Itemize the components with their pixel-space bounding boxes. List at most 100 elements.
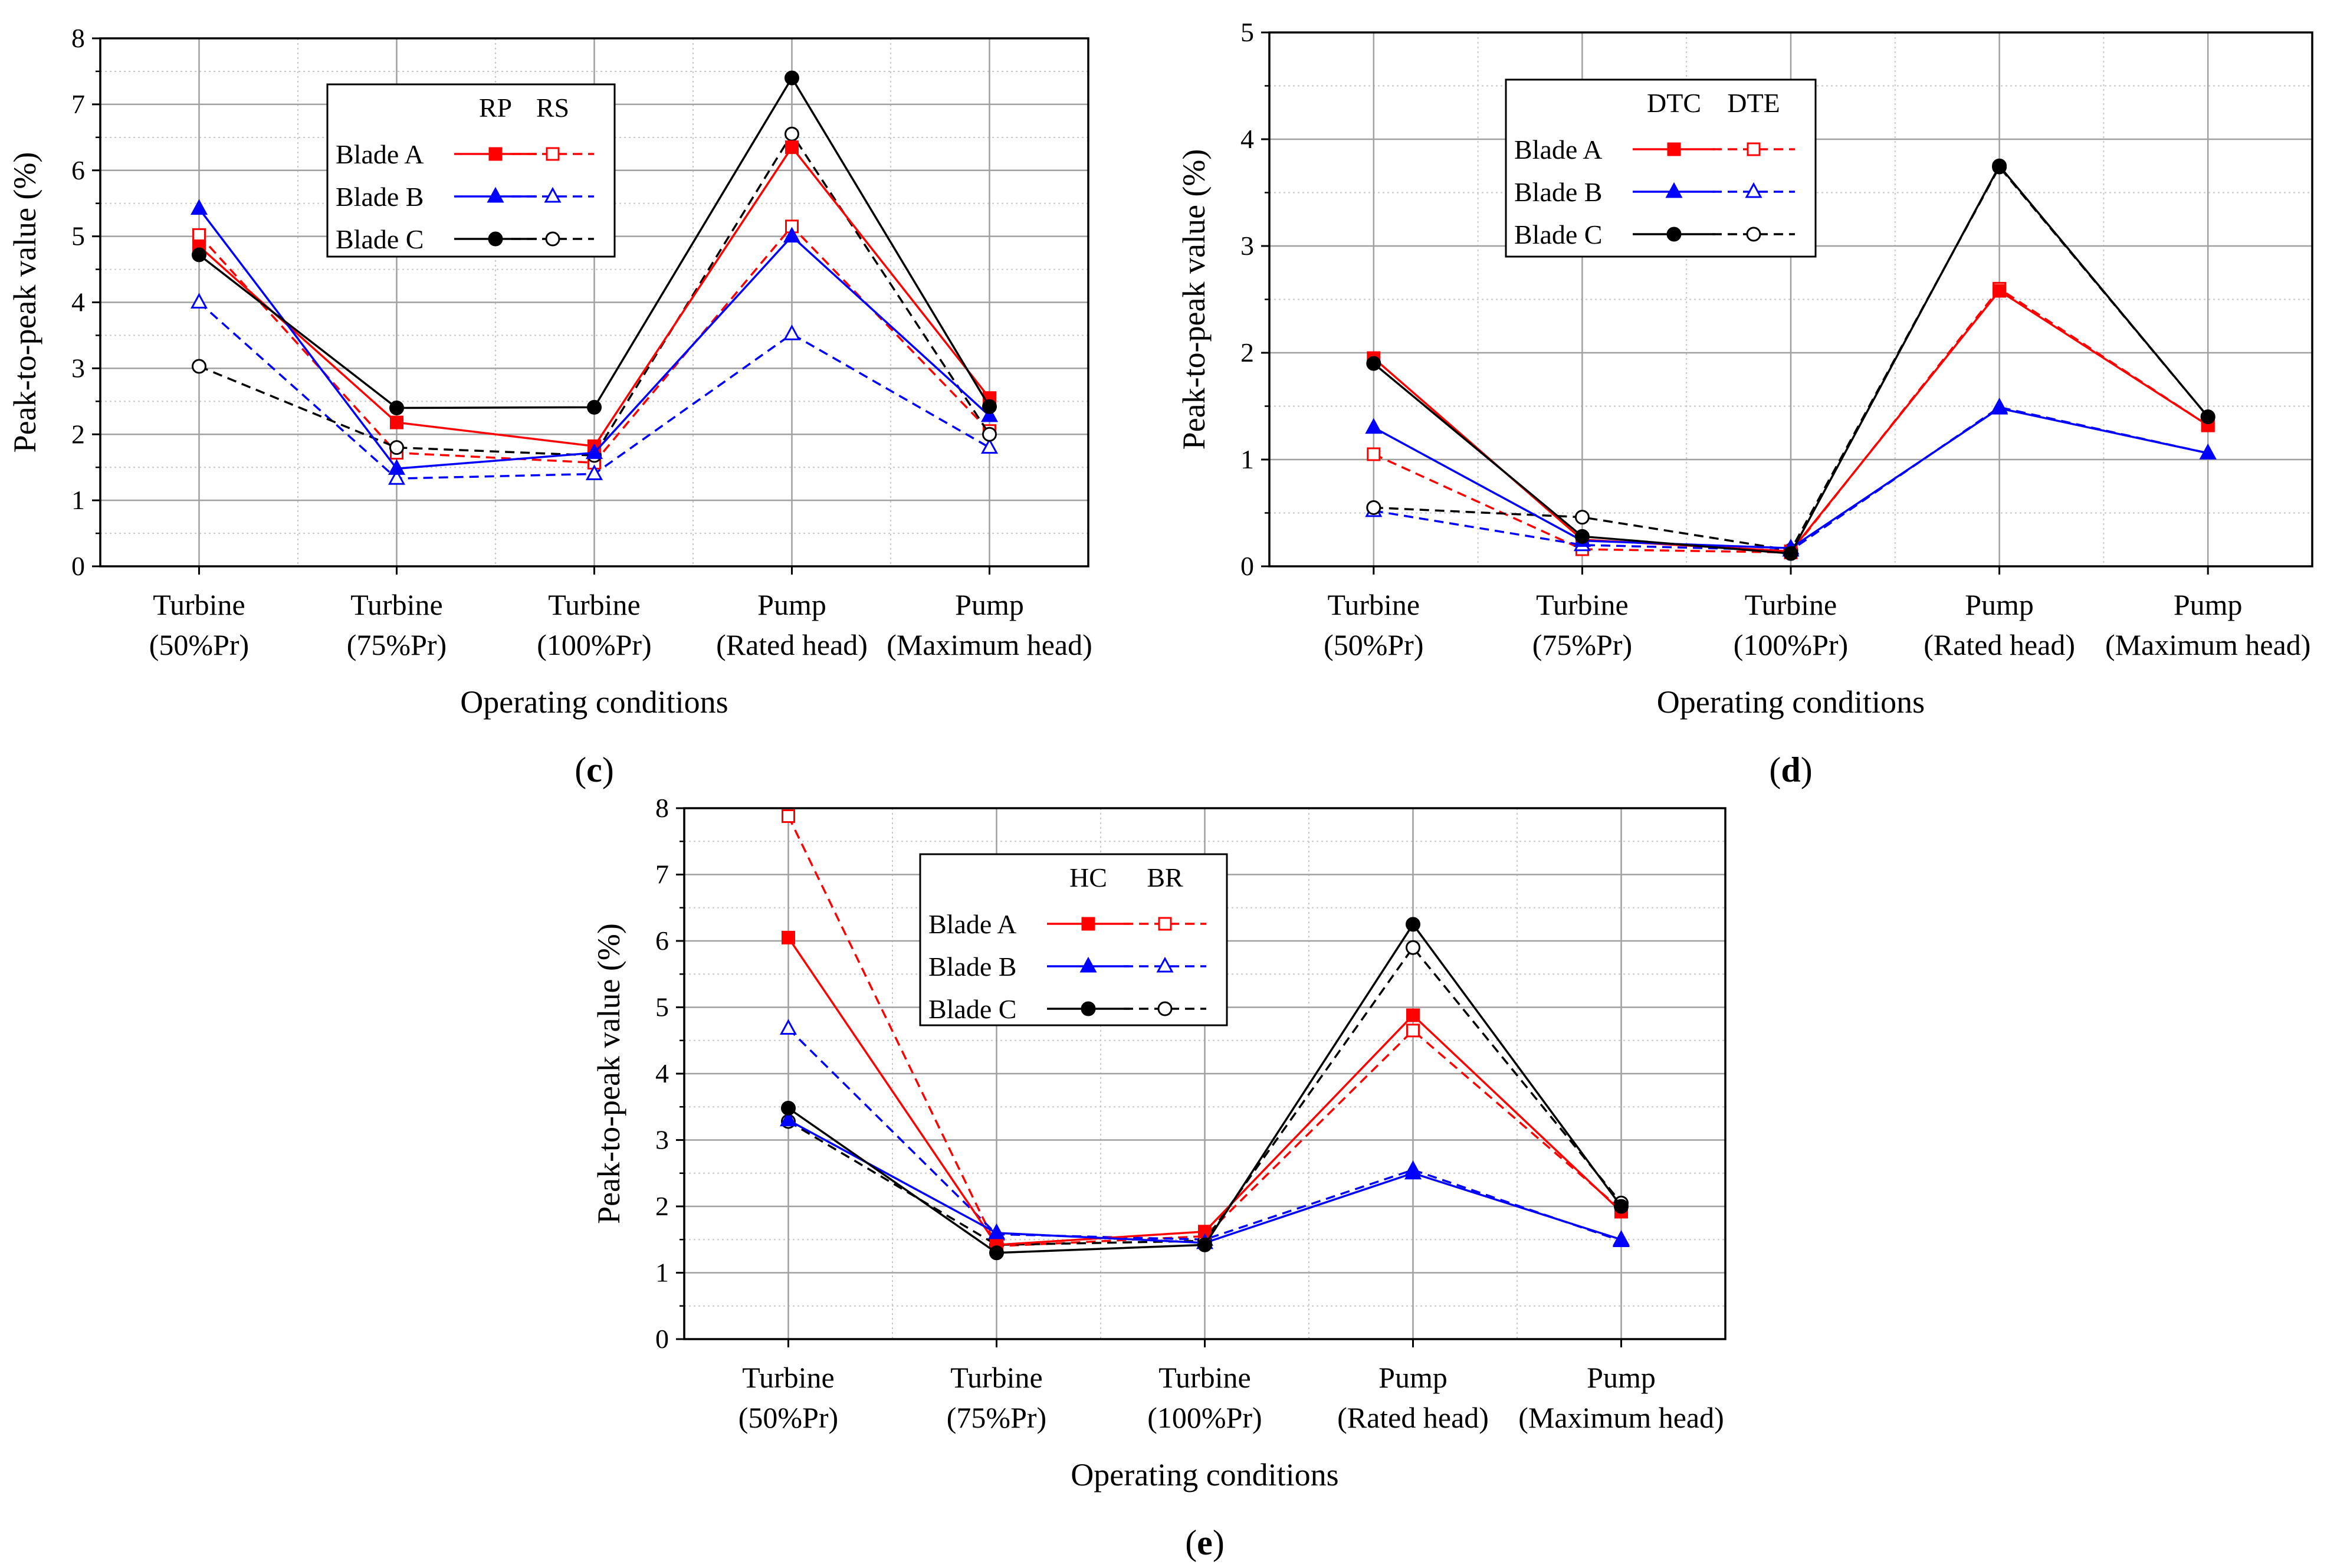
y-tick-label: 3 [71, 353, 85, 383]
data-point [980, 438, 999, 454]
legend-marker-solid [488, 231, 503, 247]
data-point [389, 440, 404, 455]
legend-box [326, 83, 616, 258]
y-axis-label: Peak-to-peak value (%) [591, 923, 626, 1224]
y-tick-label: 0 [655, 1324, 669, 1354]
y-tick-label: 8 [655, 793, 669, 823]
x-tick-label: (Rated head) [716, 628, 868, 661]
data-point [1406, 1008, 1420, 1022]
legend-label: Blade A [336, 139, 424, 169]
legend-header-dashed: RS [536, 93, 569, 123]
x-tick-label: (Rated head) [1924, 628, 2075, 661]
data-point [779, 1019, 797, 1035]
y-tick-label: 0 [71, 551, 85, 581]
data-point [1197, 1237, 1212, 1252]
x-tick-label: Pump [1378, 1361, 1448, 1394]
x-tick-label: Turbine [1536, 588, 1629, 621]
x-tick-label: (Rated head) [1337, 1401, 1489, 1434]
panel-letter: e [1197, 1523, 1213, 1562]
panel-letter: c [586, 750, 602, 789]
legend-marker-solid [1665, 182, 1683, 198]
y-tick-label: 4 [1240, 124, 1254, 154]
y-tick-label: 4 [71, 287, 85, 317]
legend-label: Blade C [1514, 219, 1602, 250]
y-tick-label: 7 [71, 89, 85, 119]
x-tick-label: Pump [955, 588, 1024, 621]
y-tick-label: 7 [655, 860, 669, 890]
x-tick-label: Pump [1587, 1361, 1656, 1394]
y-tick-label: 1 [71, 485, 85, 515]
y-tick-label: 8 [71, 23, 85, 53]
data-point [192, 228, 206, 242]
data-point [1365, 418, 1383, 434]
legend-label: Blade B [1514, 177, 1602, 207]
x-tick-label: Pump [2174, 588, 2243, 621]
legend-marker-solid [1667, 142, 1681, 156]
legend-label: Blade B [336, 182, 424, 212]
data-point [982, 427, 997, 442]
data-point [587, 399, 602, 415]
x-tick-label: (100%Pr) [1147, 1401, 1262, 1434]
panel-letter: d [1781, 750, 1800, 789]
y-tick-label: 6 [71, 155, 85, 185]
y-tick-label: 4 [655, 1058, 669, 1088]
legend-marker-solid [1081, 1001, 1096, 1016]
data-point [192, 359, 206, 374]
data-point [1406, 917, 1420, 932]
legend: DTC DTE Blade A Blade B Blade C [1505, 78, 1817, 258]
data-point [389, 401, 404, 415]
data-point [782, 930, 795, 944]
legend-box [1505, 78, 1817, 258]
legend-box [919, 853, 1228, 1026]
series-line [198, 132, 990, 457]
data-point [1612, 1230, 1630, 1246]
x-tick-label: Turbine [350, 588, 443, 621]
y-tick-label: 1 [655, 1258, 669, 1288]
data-point [785, 70, 799, 86]
legend: RP RS Blade A Blade B Blade C [326, 83, 616, 258]
data-point [388, 459, 406, 475]
x-tick-label: (Maximum head) [1518, 1401, 1724, 1434]
series-blade-c-rp [192, 70, 997, 415]
data-point [585, 464, 603, 480]
y-tick-label: 0 [1240, 551, 1254, 581]
panel-label: (e) [1185, 1523, 1225, 1562]
x-tick-label: (Maximum head) [887, 628, 1092, 661]
legend-header-dashed: BR [1147, 862, 1183, 893]
data-point [190, 199, 208, 215]
x-axis-label: Operating conditions [1657, 684, 1925, 720]
y-axis-label: Peak-to-peak value (%) [7, 152, 42, 453]
data-point [1406, 1024, 1420, 1038]
legend-header-solid: RP [479, 93, 512, 123]
y-tick-label: 3 [1240, 231, 1254, 261]
legend-marker-solid [488, 147, 503, 161]
data-point [783, 324, 801, 340]
y-tick-label: 2 [1240, 337, 1254, 368]
y-tick-label: 6 [655, 926, 669, 956]
data-point [1991, 398, 2008, 415]
y-tick-label: 2 [655, 1191, 669, 1221]
x-axis-label: Operating conditions [1071, 1457, 1338, 1492]
data-point [987, 1223, 1006, 1239]
legend-header-solid: HC [1069, 862, 1107, 893]
data-point [1574, 510, 1590, 525]
legend-marker-dashed [1156, 956, 1174, 973]
legend-label: Blade A [928, 909, 1016, 939]
legend-marker-solid [1081, 917, 1095, 931]
panel-label: (c) [575, 750, 614, 789]
legend: HC BR Blade A Blade B Blade C [919, 853, 1228, 1026]
x-tick-label: Turbine [1745, 588, 1837, 621]
chart-panel-d: 0 1 2 3 4 5 Turbine (50%Pr) Turbine (75%Pr) Turbin… [1176, 17, 2313, 789]
data-point [989, 1245, 1004, 1261]
legend-marker-dashed [546, 147, 560, 161]
data-point [1366, 500, 1381, 515]
data-point [779, 1110, 797, 1127]
data-point [1367, 447, 1381, 461]
series-blade-c-dtc [1366, 158, 2215, 561]
x-tick-label: Turbine [153, 588, 245, 621]
data-point [1614, 1199, 1629, 1214]
x-tick-label: (75%Pr) [1532, 628, 1632, 661]
x-tick-label: (75%Pr) [347, 628, 447, 661]
data-point [785, 126, 799, 142]
